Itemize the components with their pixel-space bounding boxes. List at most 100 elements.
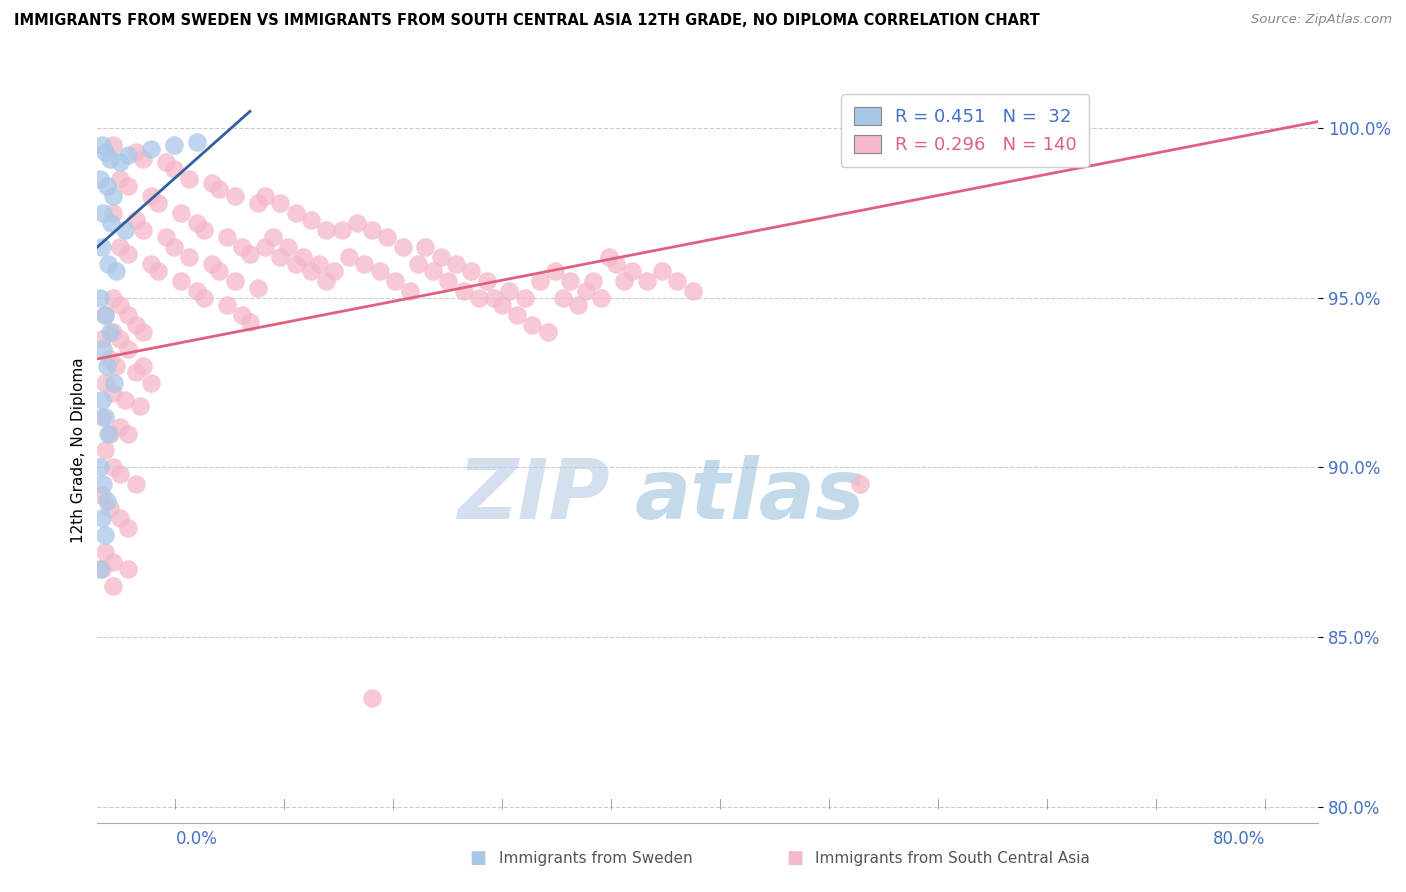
Point [117, 426, 139, 441]
Point [322, 264, 344, 278]
Point [375, 229, 398, 244]
Point [117, 521, 139, 535]
Point [513, 291, 536, 305]
Point [315, 274, 337, 288]
Point [90, 240, 112, 254]
Text: Source: ZipAtlas.com: Source: ZipAtlas.com [1251, 13, 1392, 27]
Point [117, 247, 139, 261]
Legend: R = 0.451   N =  32, R = 0.296   N = 140: R = 0.451 N = 32, R = 0.296 N = 140 [841, 94, 1090, 167]
Text: |: | [283, 798, 287, 809]
Point [429, 250, 451, 264]
Point [124, 477, 146, 491]
Point [98, 325, 121, 339]
Point [224, 274, 246, 288]
Text: |: | [501, 798, 505, 809]
Point [124, 366, 146, 380]
Point [269, 250, 291, 264]
Point [94, 308, 117, 322]
Point [110, 240, 132, 254]
Point [139, 376, 162, 390]
Point [337, 250, 360, 264]
Point [163, 138, 186, 153]
Text: |: | [1264, 798, 1267, 809]
Point [551, 291, 574, 305]
Point [132, 325, 155, 339]
Point [117, 308, 139, 322]
Point [101, 291, 124, 305]
Text: 0.0%: 0.0% [176, 830, 218, 847]
Point [453, 284, 475, 298]
Point [399, 284, 422, 298]
Point [132, 152, 155, 166]
Point [277, 240, 299, 254]
Point [132, 359, 155, 373]
Point [437, 274, 460, 288]
Point [163, 161, 186, 176]
Point [231, 308, 253, 322]
Point [522, 318, 544, 332]
Point [529, 274, 551, 288]
Point [98, 501, 121, 516]
Point [148, 195, 170, 210]
Point [139, 142, 162, 156]
Point [346, 216, 368, 230]
Point [104, 264, 127, 278]
Text: 80.0%: 80.0% [1213, 830, 1265, 847]
Point [391, 240, 413, 254]
Point [201, 257, 224, 271]
Point [117, 148, 139, 162]
Text: |: | [936, 798, 941, 809]
Point [208, 182, 231, 196]
Point [89, 172, 111, 186]
Point [246, 281, 269, 295]
Point [361, 691, 384, 706]
Text: ZIP: ZIP [457, 455, 610, 536]
Point [598, 250, 620, 264]
Point [353, 257, 375, 271]
Point [94, 528, 117, 542]
Point [101, 555, 124, 569]
Point [89, 460, 111, 475]
Text: ■: ■ [470, 849, 486, 867]
Point [269, 195, 291, 210]
Point [110, 172, 132, 186]
Point [90, 392, 112, 407]
Point [246, 195, 269, 210]
Point [536, 325, 558, 339]
Point [651, 264, 673, 278]
Point [100, 216, 122, 230]
Point [89, 562, 111, 576]
Point [613, 274, 636, 288]
Point [217, 298, 239, 312]
Point [90, 487, 112, 501]
Point [110, 419, 132, 434]
Point [90, 511, 112, 525]
Point [148, 264, 170, 278]
Point [155, 155, 177, 169]
Point [93, 477, 115, 491]
Point [101, 325, 124, 339]
Point [475, 274, 498, 288]
Point [96, 359, 118, 373]
Point [155, 229, 177, 244]
Text: Immigrants from Sweden: Immigrants from Sweden [499, 852, 693, 866]
Point [406, 257, 429, 271]
Point [98, 426, 121, 441]
Point [239, 247, 262, 261]
Point [560, 274, 582, 288]
Point [124, 145, 146, 159]
Text: |: | [1046, 798, 1049, 809]
Point [299, 264, 322, 278]
Point [132, 223, 155, 237]
Point [114, 223, 136, 237]
Point [299, 212, 322, 227]
Point [101, 579, 124, 593]
Point [139, 189, 162, 203]
Point [254, 240, 277, 254]
Text: |: | [1154, 798, 1159, 809]
Text: |: | [610, 798, 613, 809]
Point [849, 477, 872, 491]
Point [444, 257, 467, 271]
Text: ■: ■ [786, 849, 803, 867]
Point [589, 291, 612, 305]
